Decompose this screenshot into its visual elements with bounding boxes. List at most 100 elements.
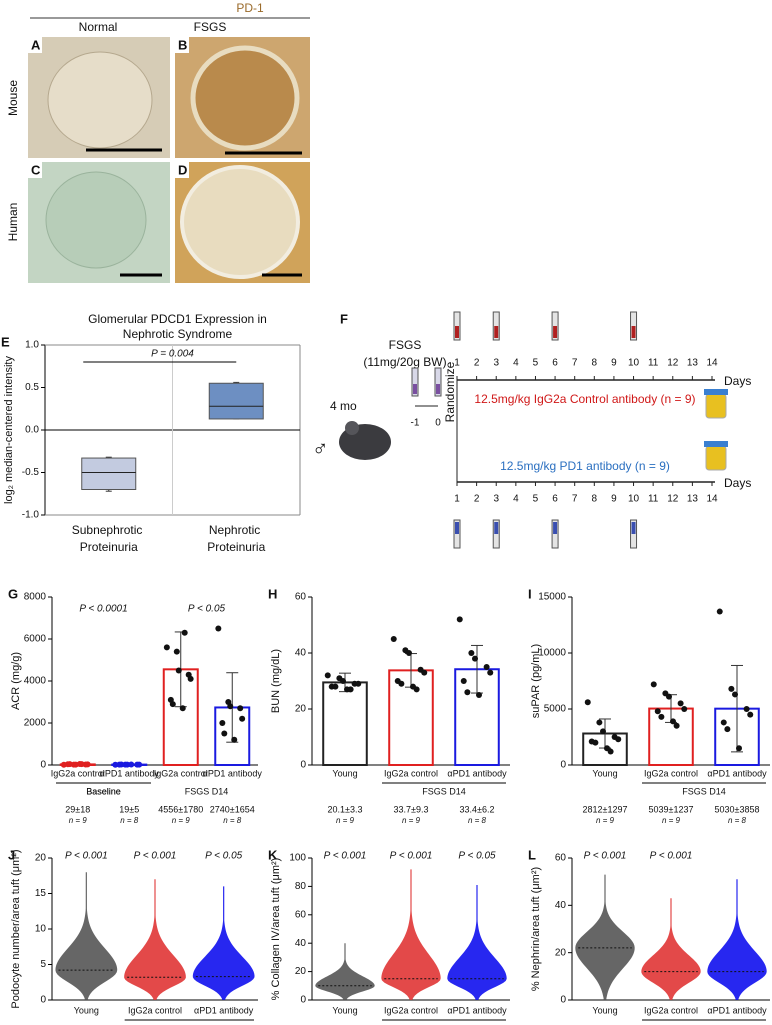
data-point	[421, 669, 428, 676]
n-label: n = 9	[172, 816, 191, 825]
y-tick-label: 4000	[24, 676, 47, 687]
group-label: FSGS D14	[168, 1023, 212, 1025]
data-point	[487, 669, 494, 676]
p-label: P < 0.05	[188, 604, 226, 615]
control-label: 12.5mg/kg IgG2a Control antibody (n = 9)	[474, 392, 695, 406]
pre-day-label: 0	[435, 418, 441, 429]
data-point	[324, 672, 331, 679]
syringe-fluid	[455, 522, 459, 534]
n-label: n = 9	[336, 816, 355, 825]
pre-syringe	[434, 367, 442, 397]
x-tick-label: Subnephrotic Proteinuria	[72, 523, 146, 554]
data-point	[118, 761, 125, 768]
data-point	[78, 761, 85, 768]
summary-label: 29±18	[65, 804, 90, 814]
treatment-label: 12.5mg/kg PD1 antibody (n = 9)	[500, 459, 670, 473]
data-point	[464, 689, 471, 696]
y-tick-label: 1.0	[25, 340, 39, 351]
day-label: 5	[533, 358, 539, 369]
data-point	[720, 719, 727, 726]
y-axis-label: % Collagen IV/area tuft (μm²)	[270, 858, 282, 1001]
p-label: P < 0.05	[205, 851, 243, 862]
syringe-fluid	[436, 384, 440, 394]
y-tick-label: 60	[295, 592, 307, 603]
y-tick-label: 2000	[24, 718, 47, 729]
data-point	[231, 736, 238, 743]
day-label: 14	[706, 494, 718, 505]
y-tick-label: 40	[295, 938, 307, 949]
summary-label: 2812±1297	[583, 804, 628, 814]
y-tick-label: 0	[560, 995, 566, 1006]
y-tick-label: 0	[300, 995, 306, 1006]
data-point	[128, 761, 135, 768]
data-point	[592, 739, 599, 746]
box	[208, 382, 264, 420]
data-point	[654, 708, 661, 715]
syringe-fluid	[553, 522, 558, 534]
y-tick-label: 20	[555, 947, 567, 958]
y-tick-label: 0	[560, 760, 566, 771]
urine-cup	[705, 393, 727, 419]
data-point	[332, 683, 339, 690]
violin	[55, 872, 118, 1000]
data-point	[650, 681, 657, 688]
dose-label: (11mg/20g BW)	[363, 355, 446, 369]
n-label: n = 8	[728, 816, 747, 825]
y-tick-label: 5	[40, 959, 46, 970]
violin	[707, 879, 767, 1000]
y-tick-label: 100	[289, 853, 306, 864]
day-label: 2	[474, 494, 480, 505]
data-point	[181, 629, 188, 636]
data-point	[615, 736, 622, 743]
data-point	[347, 686, 354, 693]
y-tick-label: 0	[40, 995, 46, 1006]
y-axis-label: BUN (mg/dL)	[270, 649, 282, 713]
label-bg	[28, 162, 42, 178]
y-axis-label: ACR (mg/g)	[10, 652, 22, 710]
column-label: FSGS	[194, 20, 227, 34]
stain-label: PD-1	[236, 1, 264, 15]
panel-label: B	[178, 37, 187, 52]
data-point	[215, 625, 222, 632]
x-tick-label: IgG2a control	[384, 1005, 438, 1015]
p-label: P < 0.001	[134, 851, 177, 862]
y-tick-label: 20	[295, 704, 307, 715]
summary-label: 2740±1654	[210, 804, 255, 814]
x-tick-label: Young	[74, 1005, 99, 1015]
violin	[641, 898, 701, 1000]
x-tick-label: Young	[332, 1005, 357, 1015]
data-point	[169, 701, 176, 708]
x-tick-label: αPD1 antibody	[707, 1005, 767, 1015]
day-label: 5	[533, 494, 539, 505]
model-label: FSGS	[389, 338, 422, 352]
day-label: 2	[474, 358, 480, 369]
group-label: FSGS D14	[682, 786, 726, 796]
data-point	[681, 706, 688, 712]
data-point	[398, 680, 405, 687]
day-label: 14	[706, 358, 718, 369]
micrograph-block: PD-1 Normal FSGS Mouse Human A B C D	[6, 1, 310, 283]
y-tick-label: 60	[295, 909, 307, 920]
y-tick-label: 0	[300, 760, 306, 771]
group-label: Baseline	[86, 786, 121, 796]
data-point	[666, 693, 672, 700]
p-label: P < 0.001	[65, 851, 108, 862]
day-label: 9	[611, 358, 617, 369]
data-point	[187, 675, 194, 682]
day-label: 7	[572, 494, 578, 505]
x-tick-label: αPD1 antibody	[707, 768, 767, 778]
data-point	[673, 722, 680, 729]
y-tick-label: 5000	[544, 704, 567, 715]
violin	[192, 886, 255, 1000]
y-tick-label: 40	[295, 648, 307, 659]
data-point	[736, 745, 742, 752]
y-tick-label: 10000	[538, 648, 566, 659]
y-tick-label: 0	[40, 760, 46, 771]
data-point	[163, 644, 170, 651]
day-label: 13	[687, 494, 699, 505]
summary-label: 5039±1237	[649, 804, 694, 814]
violin	[575, 874, 635, 1000]
data-point	[460, 678, 467, 684]
cup-lid	[704, 441, 728, 447]
